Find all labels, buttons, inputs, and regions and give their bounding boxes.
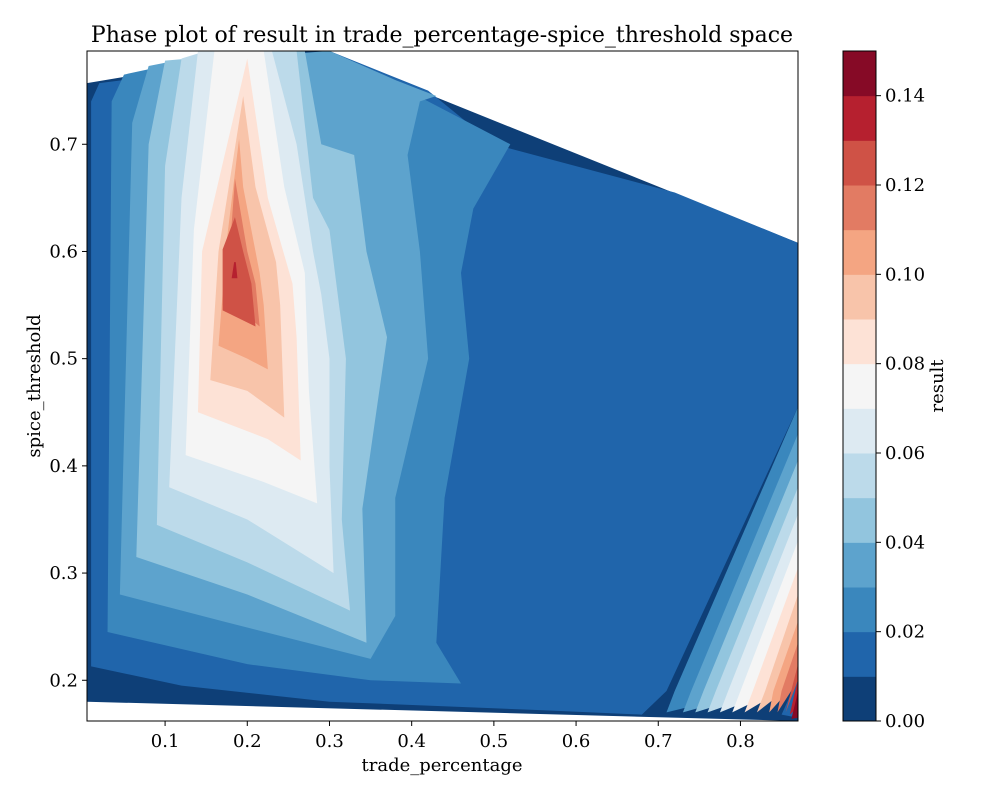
colorbar-band — [843, 676, 876, 722]
colorbar-band — [843, 95, 876, 141]
colorbar-band — [843, 363, 876, 409]
x-tick-label: 0.7 — [644, 731, 673, 752]
colorbar-band — [843, 51, 876, 97]
x-axis-label: trade_percentage — [362, 755, 523, 776]
x-tick-label: 0.3 — [315, 731, 344, 752]
colorbar-band — [843, 497, 876, 543]
x-tick-label: 0.5 — [480, 731, 509, 752]
plot-area — [86, 50, 799, 722]
colorbar-band — [843, 274, 876, 320]
colorbar-band — [843, 185, 876, 231]
colorbar-band — [843, 631, 876, 677]
colorbar-tick-label: 0.00 — [885, 711, 925, 732]
colorbar-tick-label: 0.12 — [885, 175, 925, 196]
plot-frame — [86, 50, 799, 722]
y-tick-label: 0.2 — [49, 670, 78, 691]
y-tick-label: 0.7 — [49, 134, 78, 155]
colorbar-tick-label: 0.08 — [885, 354, 925, 375]
colorbar-tick-label: 0.14 — [885, 86, 925, 107]
colorbar-band — [843, 408, 876, 454]
corner-band-11 — [785, 664, 798, 713]
colorbar-ticks: 0.00 0.02 0.04 0.06 0.08 0.10 0.12 0.14 — [876, 86, 925, 732]
colorbar: 0.00 0.02 0.04 0.06 0.08 0.10 0.12 0.14 result — [842, 50, 948, 732]
y-axis-label: spice_threshold — [24, 314, 45, 457]
colorbar-frame — [842, 50, 877, 722]
y-tick-label: 0.5 — [49, 349, 78, 370]
colorbar-band — [843, 229, 876, 275]
colorbar-tick-label: 0.04 — [885, 532, 925, 553]
corner-band-10 — [777, 642, 798, 713]
contour-regions — [87, 51, 798, 721]
x-tick-label: 0.8 — [726, 731, 755, 752]
x-tick-label: 0.2 — [233, 731, 262, 752]
contour-band-13 — [231, 262, 238, 279]
colorbar-band — [843, 587, 876, 633]
colorbar-bands — [843, 51, 876, 722]
y-tick-label: 0.6 — [49, 241, 78, 262]
colorbar-tick-label: 0.06 — [885, 443, 925, 464]
colorbar-band — [843, 453, 876, 499]
colorbar-label: result — [927, 359, 948, 413]
x-tick-label: 0.6 — [562, 731, 591, 752]
colorbar-tick-label: 0.02 — [885, 622, 925, 643]
corner-band-13 — [791, 690, 798, 719]
colorbar-band — [843, 319, 876, 365]
colorbar-band — [843, 140, 876, 186]
colorbar-band — [843, 542, 876, 588]
chart-title: Phase plot of result in trade_percentage… — [91, 23, 793, 48]
y-tick-label: 0.3 — [49, 563, 78, 584]
y-axis-ticks: 0.2 0.3 0.4 0.5 0.6 0.7 — [49, 134, 87, 691]
contour-band-12 — [222, 217, 256, 327]
x-axis-ticks: 0.1 0.2 0.3 0.4 0.5 0.6 0.7 0.8 — [151, 721, 755, 752]
y-tick-label: 0.4 — [49, 456, 78, 477]
x-tick-label: 0.4 — [397, 731, 426, 752]
corner-band-9 — [769, 621, 798, 713]
x-tick-label: 0.1 — [151, 731, 180, 752]
colorbar-tick-label: 0.10 — [885, 264, 925, 285]
